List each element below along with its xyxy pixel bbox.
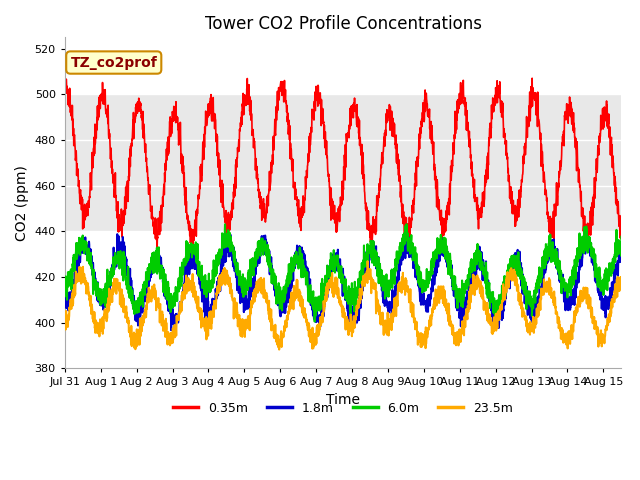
23.5m [511, 282, 519, 288]
6.0m [377, 276, 385, 282]
Y-axis label: CO2 (ppm): CO2 (ppm) [15, 165, 29, 240]
6.0m [511, 259, 519, 265]
23.5m [610, 294, 618, 300]
1.8m [167, 327, 175, 333]
0.35m [116, 226, 124, 232]
1.8m [543, 255, 550, 261]
0.35m [610, 172, 618, 178]
23.5m [237, 332, 244, 337]
23.5m [116, 288, 124, 294]
0.35m [154, 245, 161, 251]
6.0m [610, 254, 618, 260]
1.8m [618, 249, 625, 255]
0.35m [61, 86, 68, 92]
6.0m [543, 250, 550, 255]
23.5m [618, 275, 625, 280]
Line: 1.8m: 1.8m [65, 226, 621, 330]
1.8m [610, 286, 618, 291]
1.8m [511, 257, 519, 263]
Legend: 0.35m, 1.8m, 6.0m, 23.5m: 0.35m, 1.8m, 6.0m, 23.5m [168, 397, 518, 420]
0.35m [618, 227, 625, 233]
Title: Tower CO2 Profile Concentrations: Tower CO2 Profile Concentrations [205, 15, 481, 33]
Bar [65, 95, 621, 231]
6.0m [237, 279, 244, 285]
0.35m [543, 193, 550, 199]
23.5m [275, 347, 283, 352]
X-axis label: Time: Time [326, 393, 360, 407]
Text: TZ_co2prof: TZ_co2prof [70, 56, 157, 70]
1.8m [61, 291, 68, 297]
6.0m [61, 278, 68, 284]
23.5m [543, 286, 550, 291]
0.35m [377, 172, 385, 178]
Line: 23.5m: 23.5m [65, 261, 621, 349]
1.8m [377, 276, 385, 281]
6.0m [618, 233, 625, 239]
1.8m [402, 223, 410, 229]
23.5m [364, 258, 371, 264]
0.35m [511, 205, 518, 211]
23.5m [377, 322, 385, 327]
1.8m [116, 247, 124, 253]
6.0m [311, 319, 319, 324]
Line: 6.0m: 6.0m [65, 224, 621, 322]
23.5m [61, 325, 68, 331]
6.0m [403, 221, 410, 227]
0.35m [528, 75, 536, 81]
0.35m [237, 124, 244, 130]
1.8m [237, 286, 244, 291]
6.0m [116, 248, 124, 254]
Line: 0.35m: 0.35m [65, 78, 621, 248]
